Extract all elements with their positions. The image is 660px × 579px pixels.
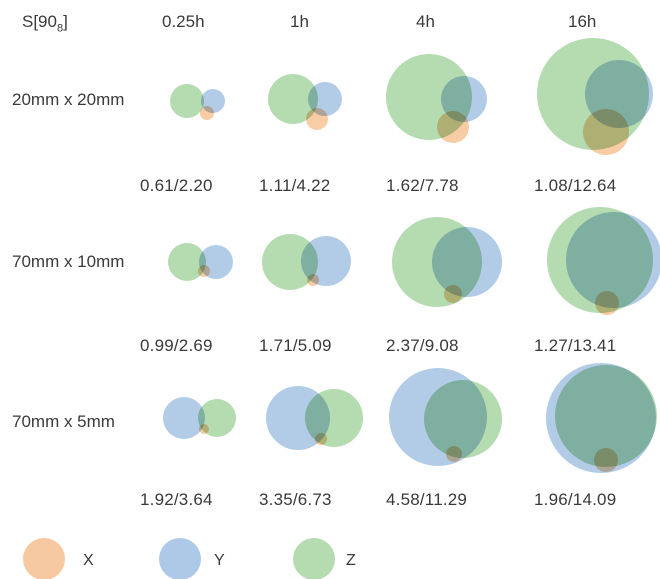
z-circle [268, 74, 318, 124]
x-circle [307, 274, 319, 286]
z-circle [170, 84, 204, 118]
y-circle [308, 82, 342, 116]
legend-y-swatch [159, 538, 201, 579]
x-circle [583, 109, 629, 155]
legend-x-swatch [23, 538, 65, 579]
time-header-0: 0.25h [162, 12, 205, 31]
z-circle [262, 234, 318, 290]
y-circle [301, 236, 351, 286]
ratio-r1-c3: 1.27/13.41 [534, 336, 617, 355]
venn-r0-c3 [537, 38, 653, 155]
time-header-1: 1h [290, 12, 309, 31]
venn-r2-c1 [266, 386, 363, 450]
row-label-2: 70mm x 5mm [12, 412, 115, 431]
z-circle [168, 243, 206, 281]
y-circle [163, 397, 205, 439]
legend-z-swatch [293, 538, 335, 579]
y-circle [432, 227, 502, 297]
venn-r1-c0 [168, 243, 233, 281]
venn-r2-c0 [163, 397, 236, 439]
ratio-r2-c3: 1.96/14.09 [534, 490, 617, 509]
ratio-r2-c0: 1.92/3.64 [140, 490, 213, 509]
legend-y-label: Y [214, 552, 225, 569]
x-circle [198, 265, 210, 277]
ratio-r0-c1: 1.11/4.22 [259, 176, 331, 195]
row-label-0: 20mm x 20mm [12, 90, 125, 109]
time-header-2: 4h [416, 12, 435, 31]
x-circle [437, 111, 469, 143]
ratio-r0-c2: 1.62/7.78 [386, 176, 459, 195]
z-circle [424, 380, 502, 458]
row-label-1: 70mm x 10mm [12, 252, 125, 271]
y-circle [566, 212, 660, 308]
ratio-r0-c0: 0.61/2.20 [140, 176, 213, 195]
z-circle [555, 365, 657, 467]
ratio-r2-c1: 3.35/6.73 [259, 490, 332, 509]
x-circle [306, 108, 328, 130]
corner-label: S[908] [22, 12, 68, 35]
ratio-r1-c0: 0.99/2.69 [140, 336, 213, 355]
venn-r0-c0 [170, 84, 225, 120]
x-circle [199, 424, 209, 434]
x-circle [446, 446, 462, 462]
venn-r2-c2 [389, 368, 502, 466]
x-circle [594, 448, 618, 472]
venn-r1-c1 [262, 234, 351, 290]
legend [23, 538, 335, 579]
y-circle [441, 76, 487, 122]
time-header-3: 16h [568, 12, 597, 31]
corner-subscript: 8 [56, 22, 64, 35]
venn-r0-c2 [386, 54, 487, 143]
legend-x-label: X [83, 552, 94, 569]
x-circle [444, 285, 462, 303]
z-circle [305, 389, 363, 447]
venn-r1-c2 [392, 217, 502, 307]
x-circle [595, 291, 619, 315]
venn-r0-c1 [268, 74, 342, 130]
x-circle [315, 433, 327, 445]
venn-r1-c3 [547, 207, 660, 315]
x-circle [200, 106, 214, 120]
venn-r2-c3 [546, 363, 657, 473]
ratio-r0-c3: 1.08/12.64 [534, 176, 617, 195]
legend-z-label: Z [346, 552, 356, 569]
ratio-r1-c2: 2.37/9.08 [386, 336, 459, 355]
ratio-r2-c2: 4.58/11.29 [386, 490, 468, 509]
ratio-r1-c1: 1.71/5.09 [259, 336, 332, 355]
